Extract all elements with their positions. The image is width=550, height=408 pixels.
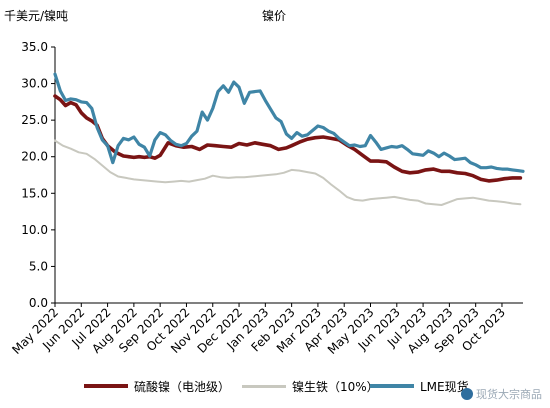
y-tick-label: 30.0 xyxy=(21,77,48,91)
series-line-nickel-sulfate xyxy=(53,94,523,183)
y-tick-label: 0.0 xyxy=(29,296,48,310)
y-tick-label: 10.0 xyxy=(21,223,48,237)
legend: 硫酸镍（电池级） 镍生铁（10%） LME现货 xyxy=(0,374,550,398)
watermark-text: 现货大宗商品 xyxy=(476,388,542,401)
series-line-nickel-pig-iron xyxy=(54,139,522,206)
y-tick-label: 15.0 xyxy=(21,186,48,200)
y-axis-unit-label: 千美元/镍吨 xyxy=(4,9,68,23)
legend-swatch-lme-spot xyxy=(370,384,414,388)
legend-label-nickel-pig-iron: 镍生铁（10%） xyxy=(292,379,379,394)
y-tick-label: 35.0 xyxy=(21,40,48,54)
legend-label-nickel-sulfate: 硫酸镍（电池级） xyxy=(134,379,231,394)
y-axis: 0.0 5.0 10.0 15.0 20.0 25.0 30.0 35.0 xyxy=(21,40,56,310)
legend-swatch-nickel-sulfate xyxy=(84,384,128,388)
watermark: 现货大宗商品 xyxy=(461,386,542,402)
y-tick-label: 20.0 xyxy=(21,150,48,164)
y-tick-label: 25.0 xyxy=(21,113,48,127)
legend-label-lme-spot: LME现货 xyxy=(420,379,469,394)
legend-item-lme-spot: LME现货 xyxy=(370,374,469,398)
watermark-logo-icon xyxy=(461,388,473,400)
legend-item-nickel-sulfate: 硫酸镍（电池级） xyxy=(84,374,230,398)
legend-swatch-nickel-pig-iron xyxy=(242,384,286,388)
chart-title: 镍价 xyxy=(262,9,286,23)
series-layer xyxy=(53,72,525,206)
legend-item-nickel-pig-iron: 镍生铁（10%） xyxy=(242,374,379,398)
y-tick-label: 5.0 xyxy=(29,259,48,273)
series-line-lme-spot xyxy=(53,72,525,173)
